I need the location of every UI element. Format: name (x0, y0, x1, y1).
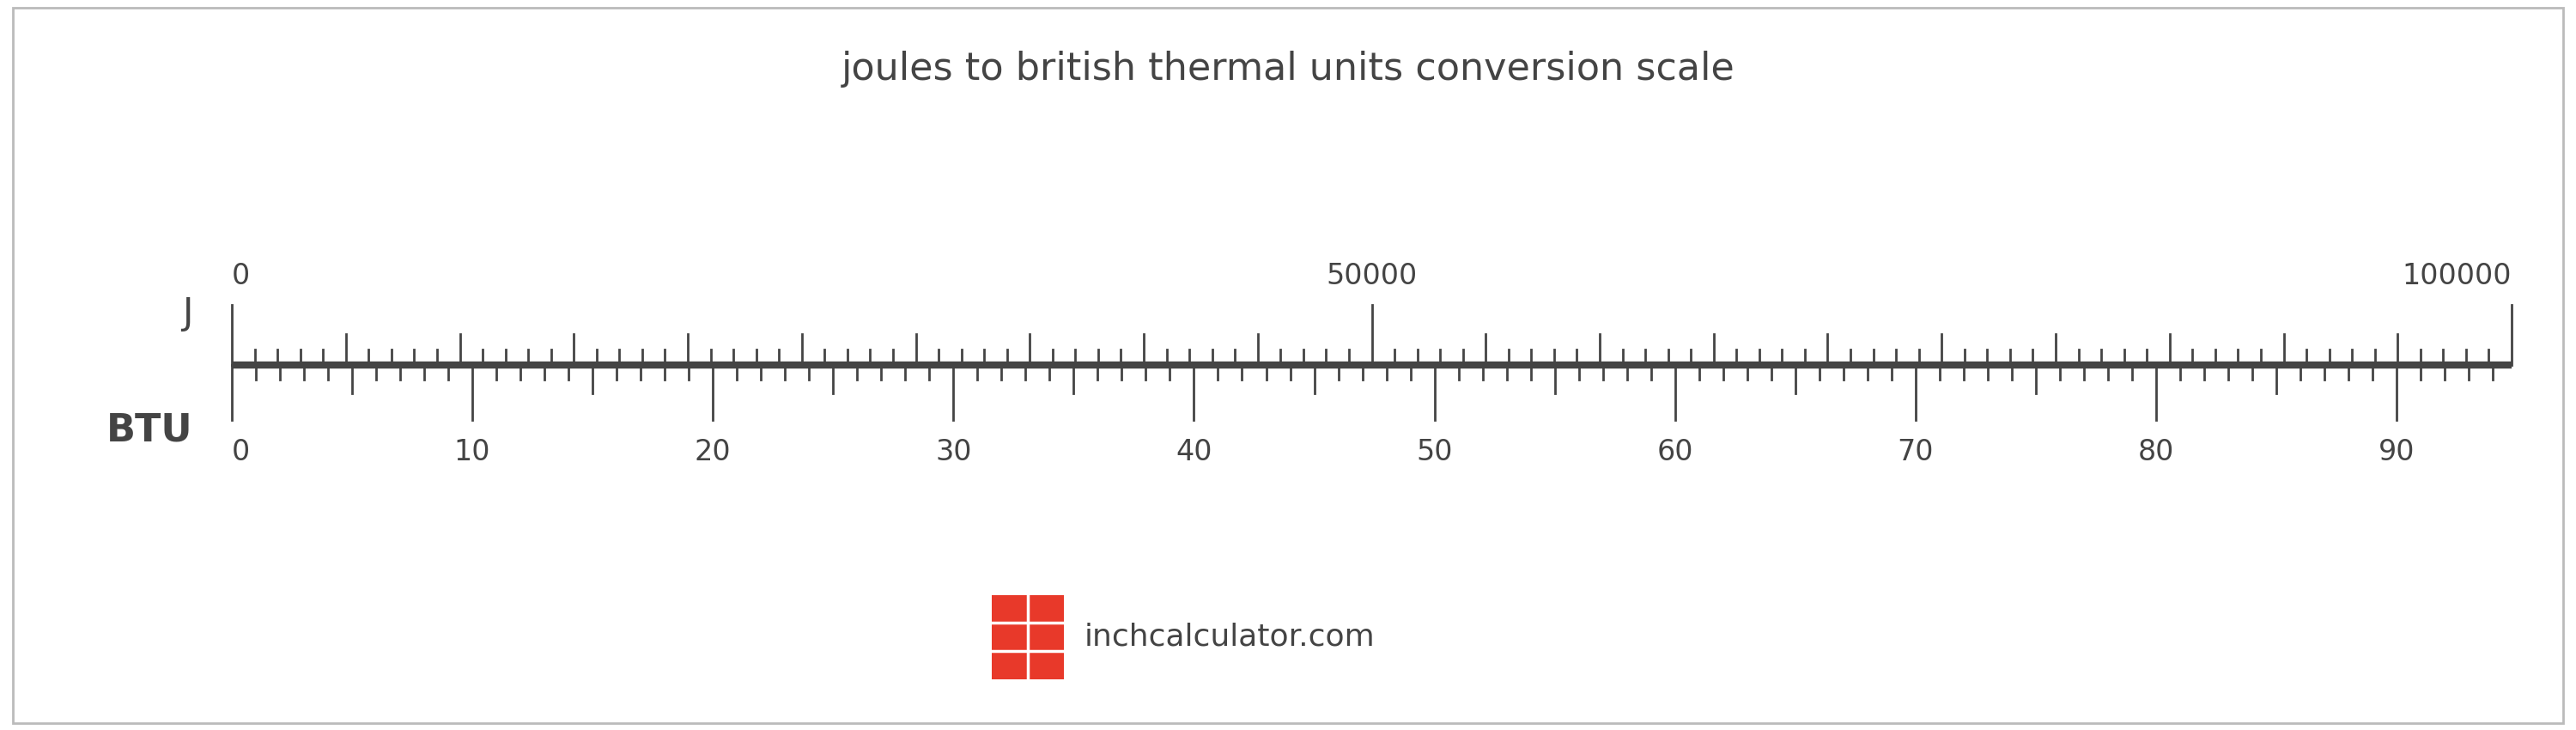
Text: 50: 50 (1417, 438, 1453, 466)
Bar (992, 595, 1064, 679)
Text: 50000: 50000 (1327, 262, 1417, 291)
Text: 0: 0 (232, 262, 250, 291)
Text: 30: 30 (935, 438, 971, 466)
Text: 70: 70 (1899, 438, 1935, 466)
Text: 10: 10 (453, 438, 489, 466)
Text: 100000: 100000 (2401, 262, 2512, 291)
Text: 40: 40 (1175, 438, 1213, 466)
Text: 80: 80 (2138, 438, 2174, 466)
Text: 60: 60 (1656, 438, 1692, 466)
Text: 0: 0 (232, 438, 250, 466)
Text: 20: 20 (696, 438, 732, 466)
Text: BTU: BTU (106, 412, 193, 449)
Text: inchcalculator.com: inchcalculator.com (1084, 622, 1376, 652)
Text: joules to british thermal units conversion scale: joules to british thermal units conversi… (842, 51, 1734, 88)
Text: 90: 90 (2378, 438, 2414, 466)
Text: J: J (183, 296, 193, 332)
